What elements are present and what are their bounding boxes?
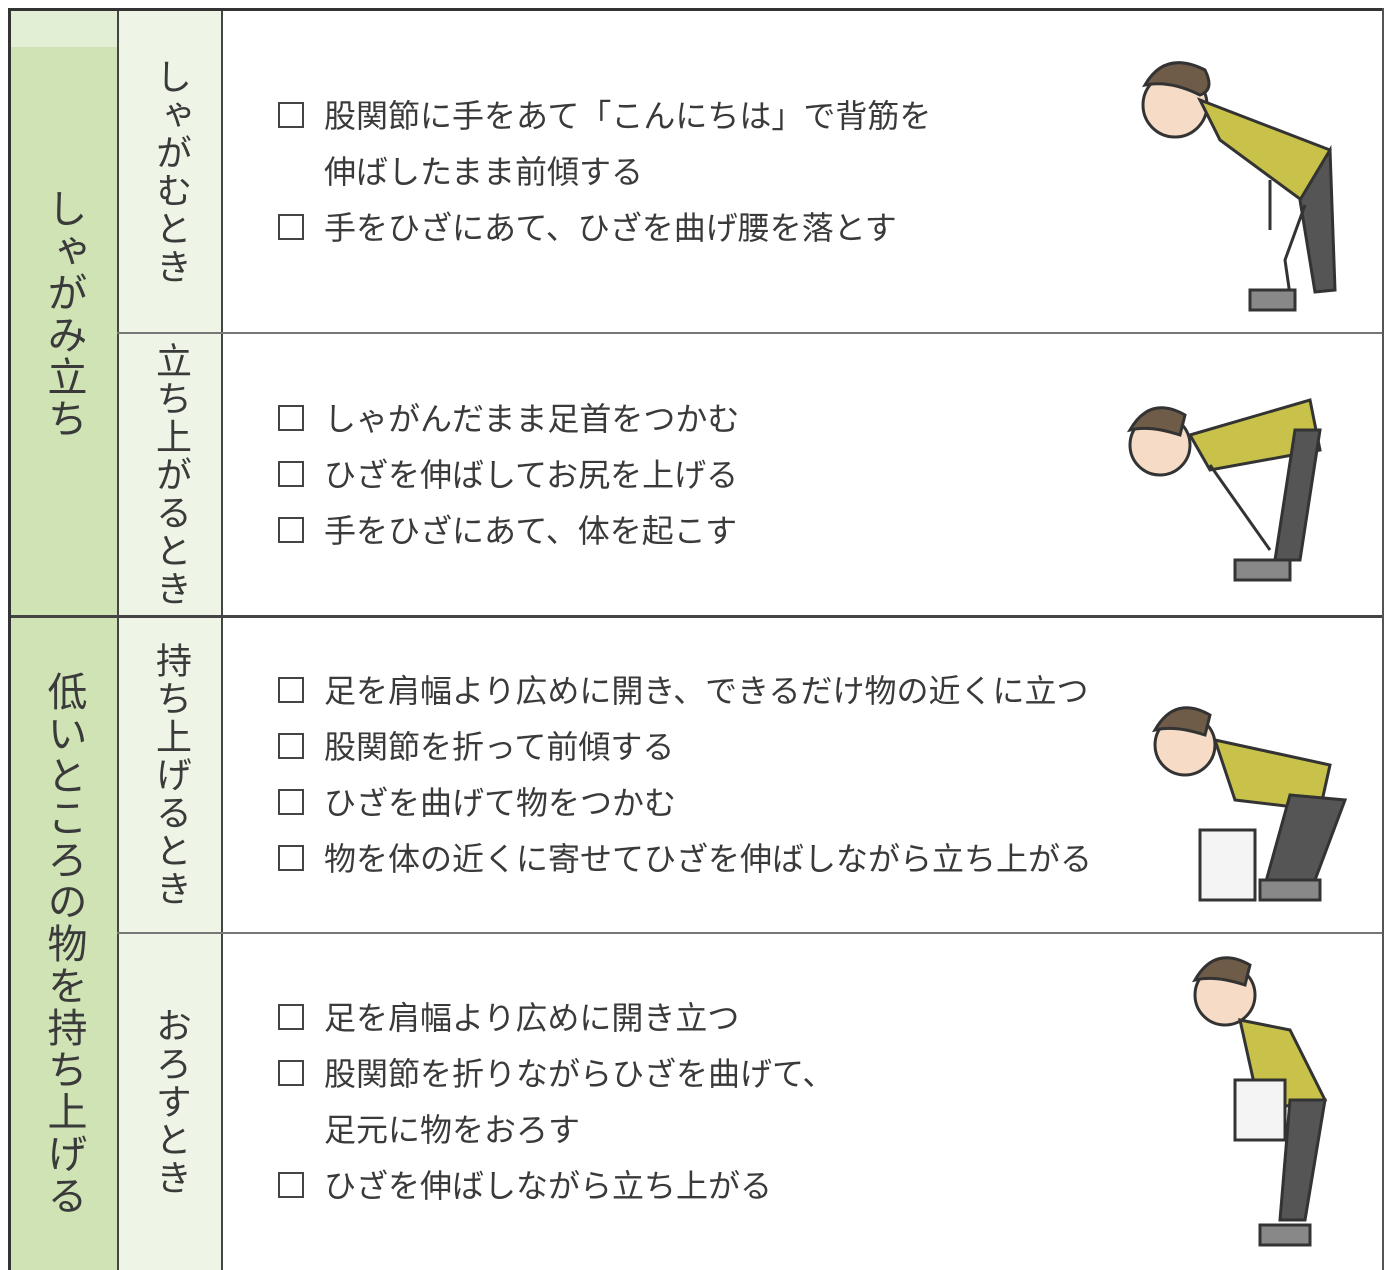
checkbox: [278, 677, 304, 703]
table-left: [8, 8, 11, 1270]
checkbox: [278, 733, 304, 759]
row-label: 立ち上がるとき: [150, 342, 191, 608]
checkbox: [278, 1059, 304, 1086]
check-item: 股関節を折りながらひざを曲げて、 足元に物をおろす: [278, 1046, 1178, 1158]
check-item: 股関節に手をあて「こんにちは」で背筋を 伸ばしたまま前傾する: [278, 88, 1178, 200]
item-text: 足を肩幅より広めに開き立つ: [324, 998, 740, 1037]
items: 股関節に手をあて「こんにちは」で背筋を 伸ばしたまま前傾する手をひざにあて、ひざを…: [278, 10, 1178, 333]
figure-lift: [1151, 706, 1348, 902]
item-text: 伸ばしたまま前傾する: [324, 152, 644, 191]
group-label: 低いところの物を持ち上げる: [40, 670, 87, 1217]
figure-stand: [1126, 398, 1322, 582]
item-text: 足を肩幅より広めに開き、できるだけ物の近くに立つ: [324, 672, 1089, 710]
row-label-cell: [117, 617, 223, 933]
item-text: 股関節を折りながらひざを曲げて、: [324, 1054, 835, 1093]
item-text: 股関節に手をあて「こんにちは」で背筋を: [324, 96, 932, 135]
item-text: ひざを伸ばしながら立ち上がる: [324, 1166, 773, 1205]
items: 足を肩幅より広めに開き立つ股関節を折りながらひざを曲げて、 足元に物をおろすひざを…: [278, 933, 1178, 1270]
row-label-cell: [117, 10, 223, 333]
check-item: 手をひざにあて、ひざを曲げ腰を落とす: [278, 200, 1178, 256]
checkbox: [278, 461, 304, 487]
row-label-cell: [117, 333, 223, 617]
item-text: ひざを伸ばしてお尻を上げる: [324, 456, 739, 494]
check-item: しゃがんだまま足首をつかむ: [278, 391, 1178, 447]
figure-squat: [1141, 61, 1337, 312]
group-label: しゃがみ立ち: [40, 187, 87, 440]
checkbox: [278, 789, 304, 815]
checkbox: [278, 405, 304, 431]
table-right: [1382, 8, 1384, 1270]
group-cell: [10, 617, 117, 1270]
item-text: ひざを曲げて物をつかむ: [324, 784, 677, 822]
check-item: ひざを曲げて物をつかむ: [278, 775, 1178, 831]
group-divider: [10, 615, 1382, 618]
row-label: 持ち上げるとき: [150, 642, 191, 908]
check-item: 足を肩幅より広めに開き立つ: [278, 990, 1178, 1046]
row-divider: [117, 332, 1382, 334]
checkbox: [278, 517, 304, 543]
check-item: 物を体の近くに寄せてひざを伸ばしながら立ち上がる: [278, 831, 1178, 887]
item-text: 股関節を折って前傾する: [324, 728, 675, 766]
item-text: 手をひざにあて、体を起こす: [324, 512, 738, 550]
check-item: 手をひざにあて、体を起こす: [278, 503, 1178, 559]
row-label: おろすとき: [150, 1006, 191, 1197]
items: 足を肩幅より広めに開き、できるだけ物の近くに立つ 股関節を折って前傾する ひざを曲げ…: [278, 617, 1178, 933]
checkbox: [278, 1003, 304, 1030]
checkbox: [278, 845, 304, 871]
check-item: 足を肩幅より広めに開き、できるだけ物の近くに立つ: [278, 663, 1178, 719]
row-label-cell: [117, 933, 223, 1270]
check-item: ひざを伸ばしながら立ち上がる: [278, 1158, 1178, 1214]
check-item: ひざを伸ばしてお尻を上げる: [278, 447, 1178, 503]
item-text: 物を体の近くに寄せてひざを伸ばしながら立ち上がる: [324, 840, 1093, 878]
group-cell-top: [10, 10, 117, 47]
check-item: 股関節を折って前傾する: [278, 719, 1178, 775]
item-text: 足元に物をおろす: [324, 1110, 581, 1149]
item-text: 手をひざにあて、ひざを曲げ腰を落とす: [324, 208, 897, 247]
row-label: しゃがむとき: [150, 57, 191, 286]
checkbox: [278, 213, 304, 240]
checkbox: [278, 101, 304, 128]
group-cell: [10, 10, 117, 617]
items: しゃがんだまま足首をつかむ ひざを伸ばしてお尻を上げる 手をひざにあて、体を起こす: [278, 333, 1178, 617]
table-top: [10, 8, 1384, 11]
row-divider: [117, 932, 1382, 934]
item-text: しゃがんだまま足首をつかむ: [324, 400, 740, 438]
figure-lower: [1191, 956, 1328, 1247]
checkbox: [278, 1171, 304, 1198]
